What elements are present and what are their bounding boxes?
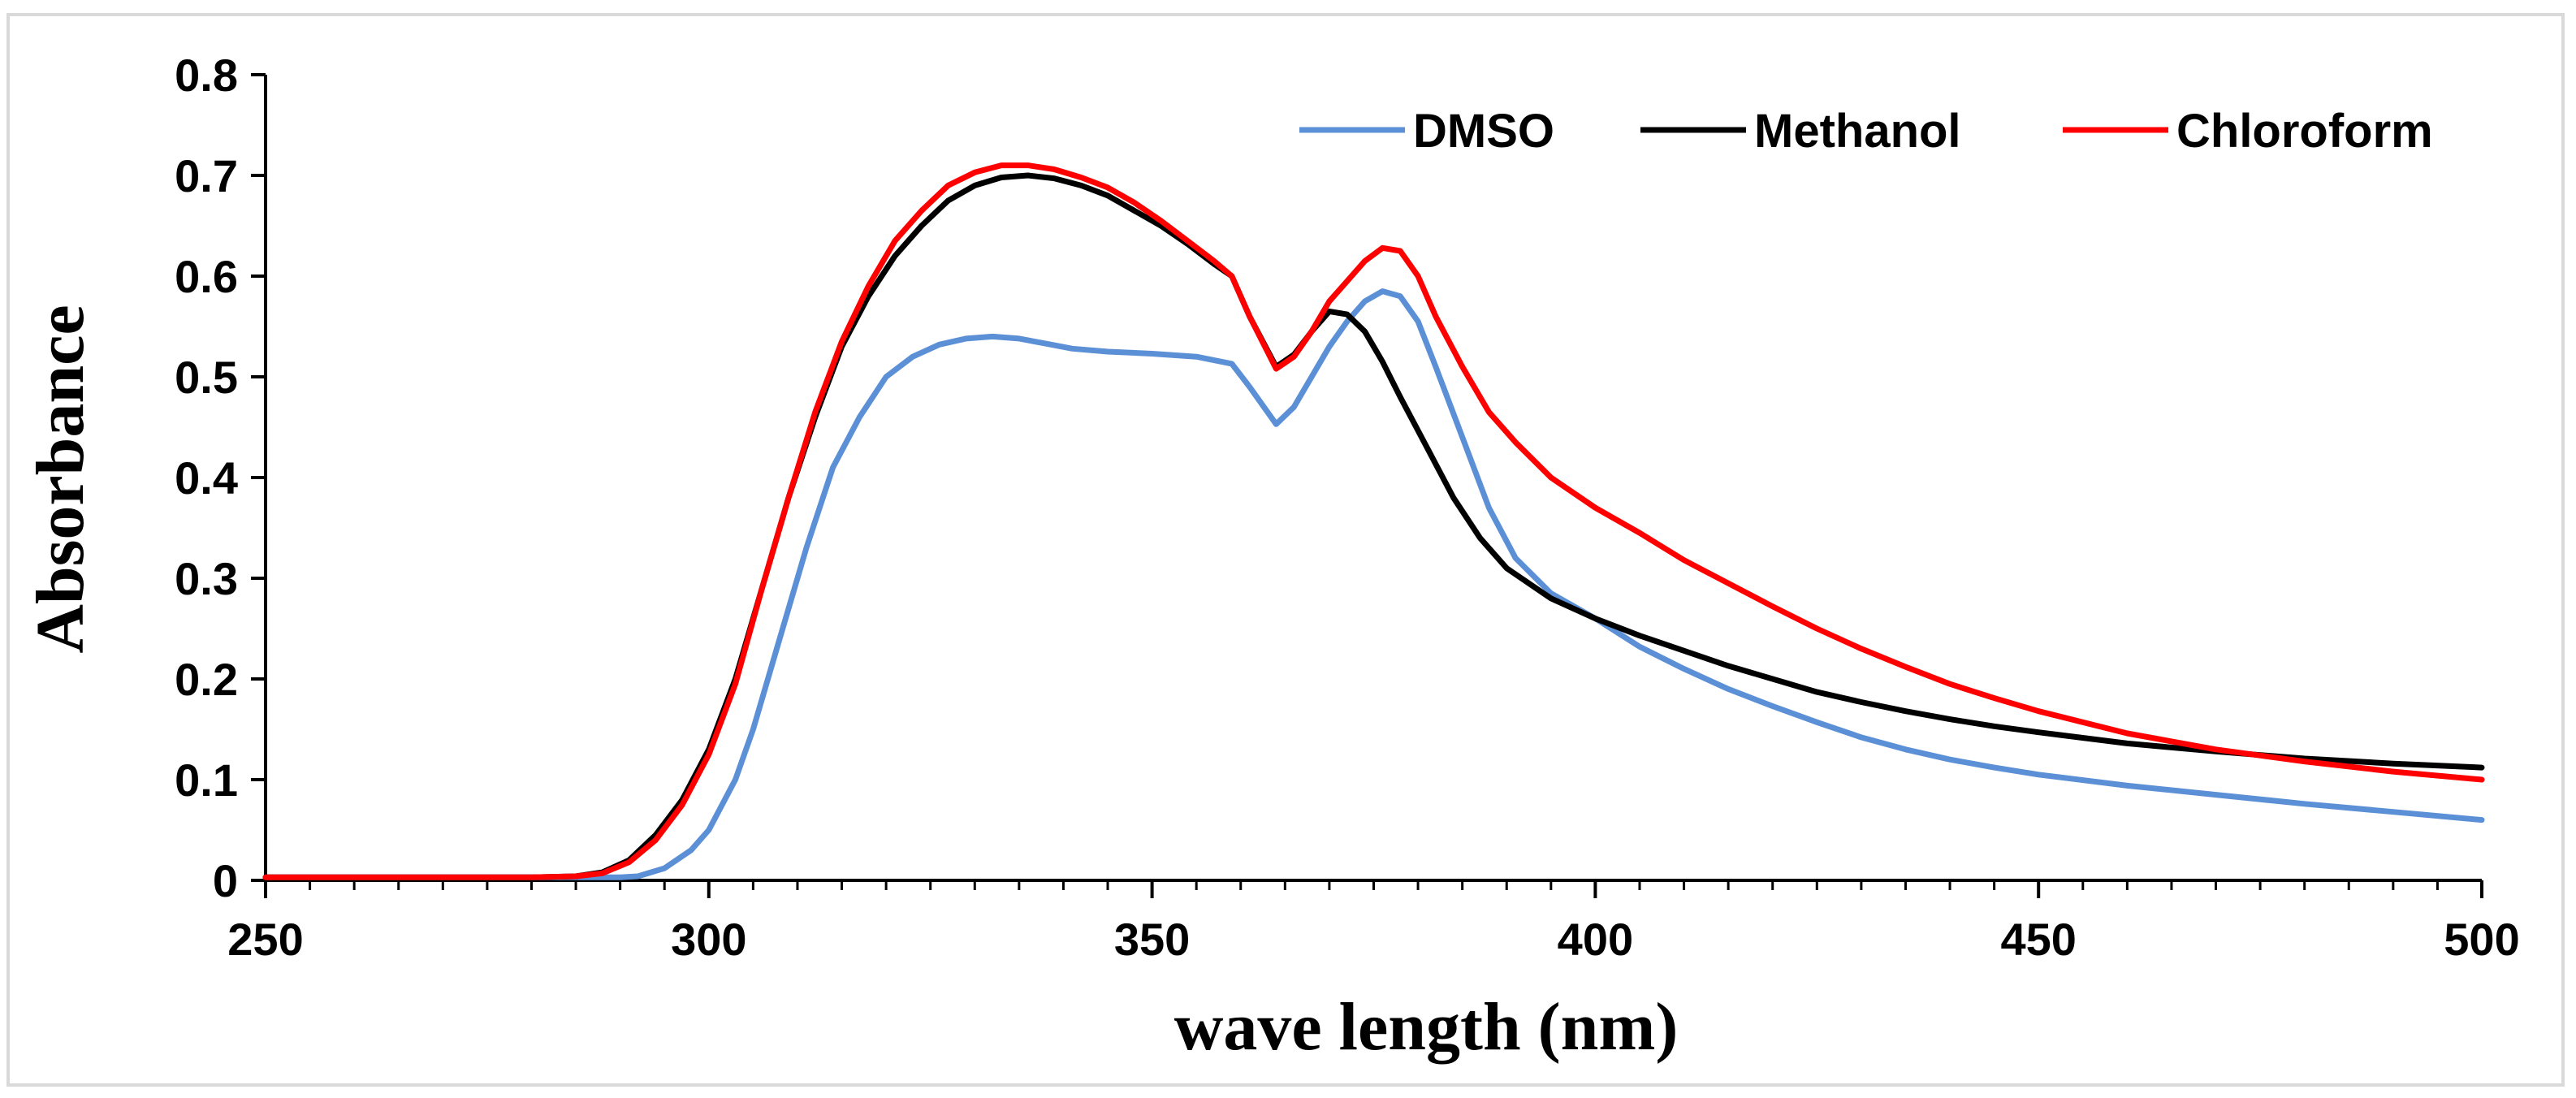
y-tick-label: 0.1	[175, 754, 238, 806]
y-axis-title: Absorbance	[23, 305, 98, 653]
y-tick-label: 0.6	[175, 251, 238, 302]
axes: 0 0.1 0.2 0.3 0.4 0.5 0.6 0.7 0.8 250 300 350 400 450…	[175, 50, 2520, 965]
y-tick-label: 0	[213, 855, 238, 906]
chart-frame	[6, 13, 2565, 1087]
series-line-chloroform	[262, 162, 2485, 880]
x-axis-title: wave length (nm)	[1174, 989, 1679, 1065]
legend: DMSO Methanol Chloroform	[1299, 105, 2433, 158]
y-tick-label: 0.5	[175, 352, 238, 403]
series-line-methanol	[262, 172, 2485, 880]
y-tick-label: 0.3	[175, 553, 238, 604]
legend-label-dmso: DMSO	[1413, 105, 1554, 158]
series-lines	[262, 162, 2485, 880]
series-line-dmso	[262, 288, 2485, 880]
x-tick-label: 350	[1114, 914, 1190, 965]
y-tick-label: 0.4	[175, 452, 238, 504]
y-tick-label: 0.7	[175, 150, 238, 201]
y-tick-label: 0.2	[175, 654, 238, 705]
x-tick-label: 500	[2444, 914, 2519, 965]
legend-label-chloroform: Chloroform	[2176, 105, 2433, 158]
y-tick-label: 0.8	[175, 50, 238, 101]
x-tick-label: 250	[227, 914, 303, 965]
x-tick-label: 450	[2000, 914, 2076, 965]
legend-label-methanol: Methanol	[1754, 105, 1961, 158]
x-tick-label: 400	[1558, 914, 1633, 965]
x-tick-label: 300	[671, 914, 746, 965]
